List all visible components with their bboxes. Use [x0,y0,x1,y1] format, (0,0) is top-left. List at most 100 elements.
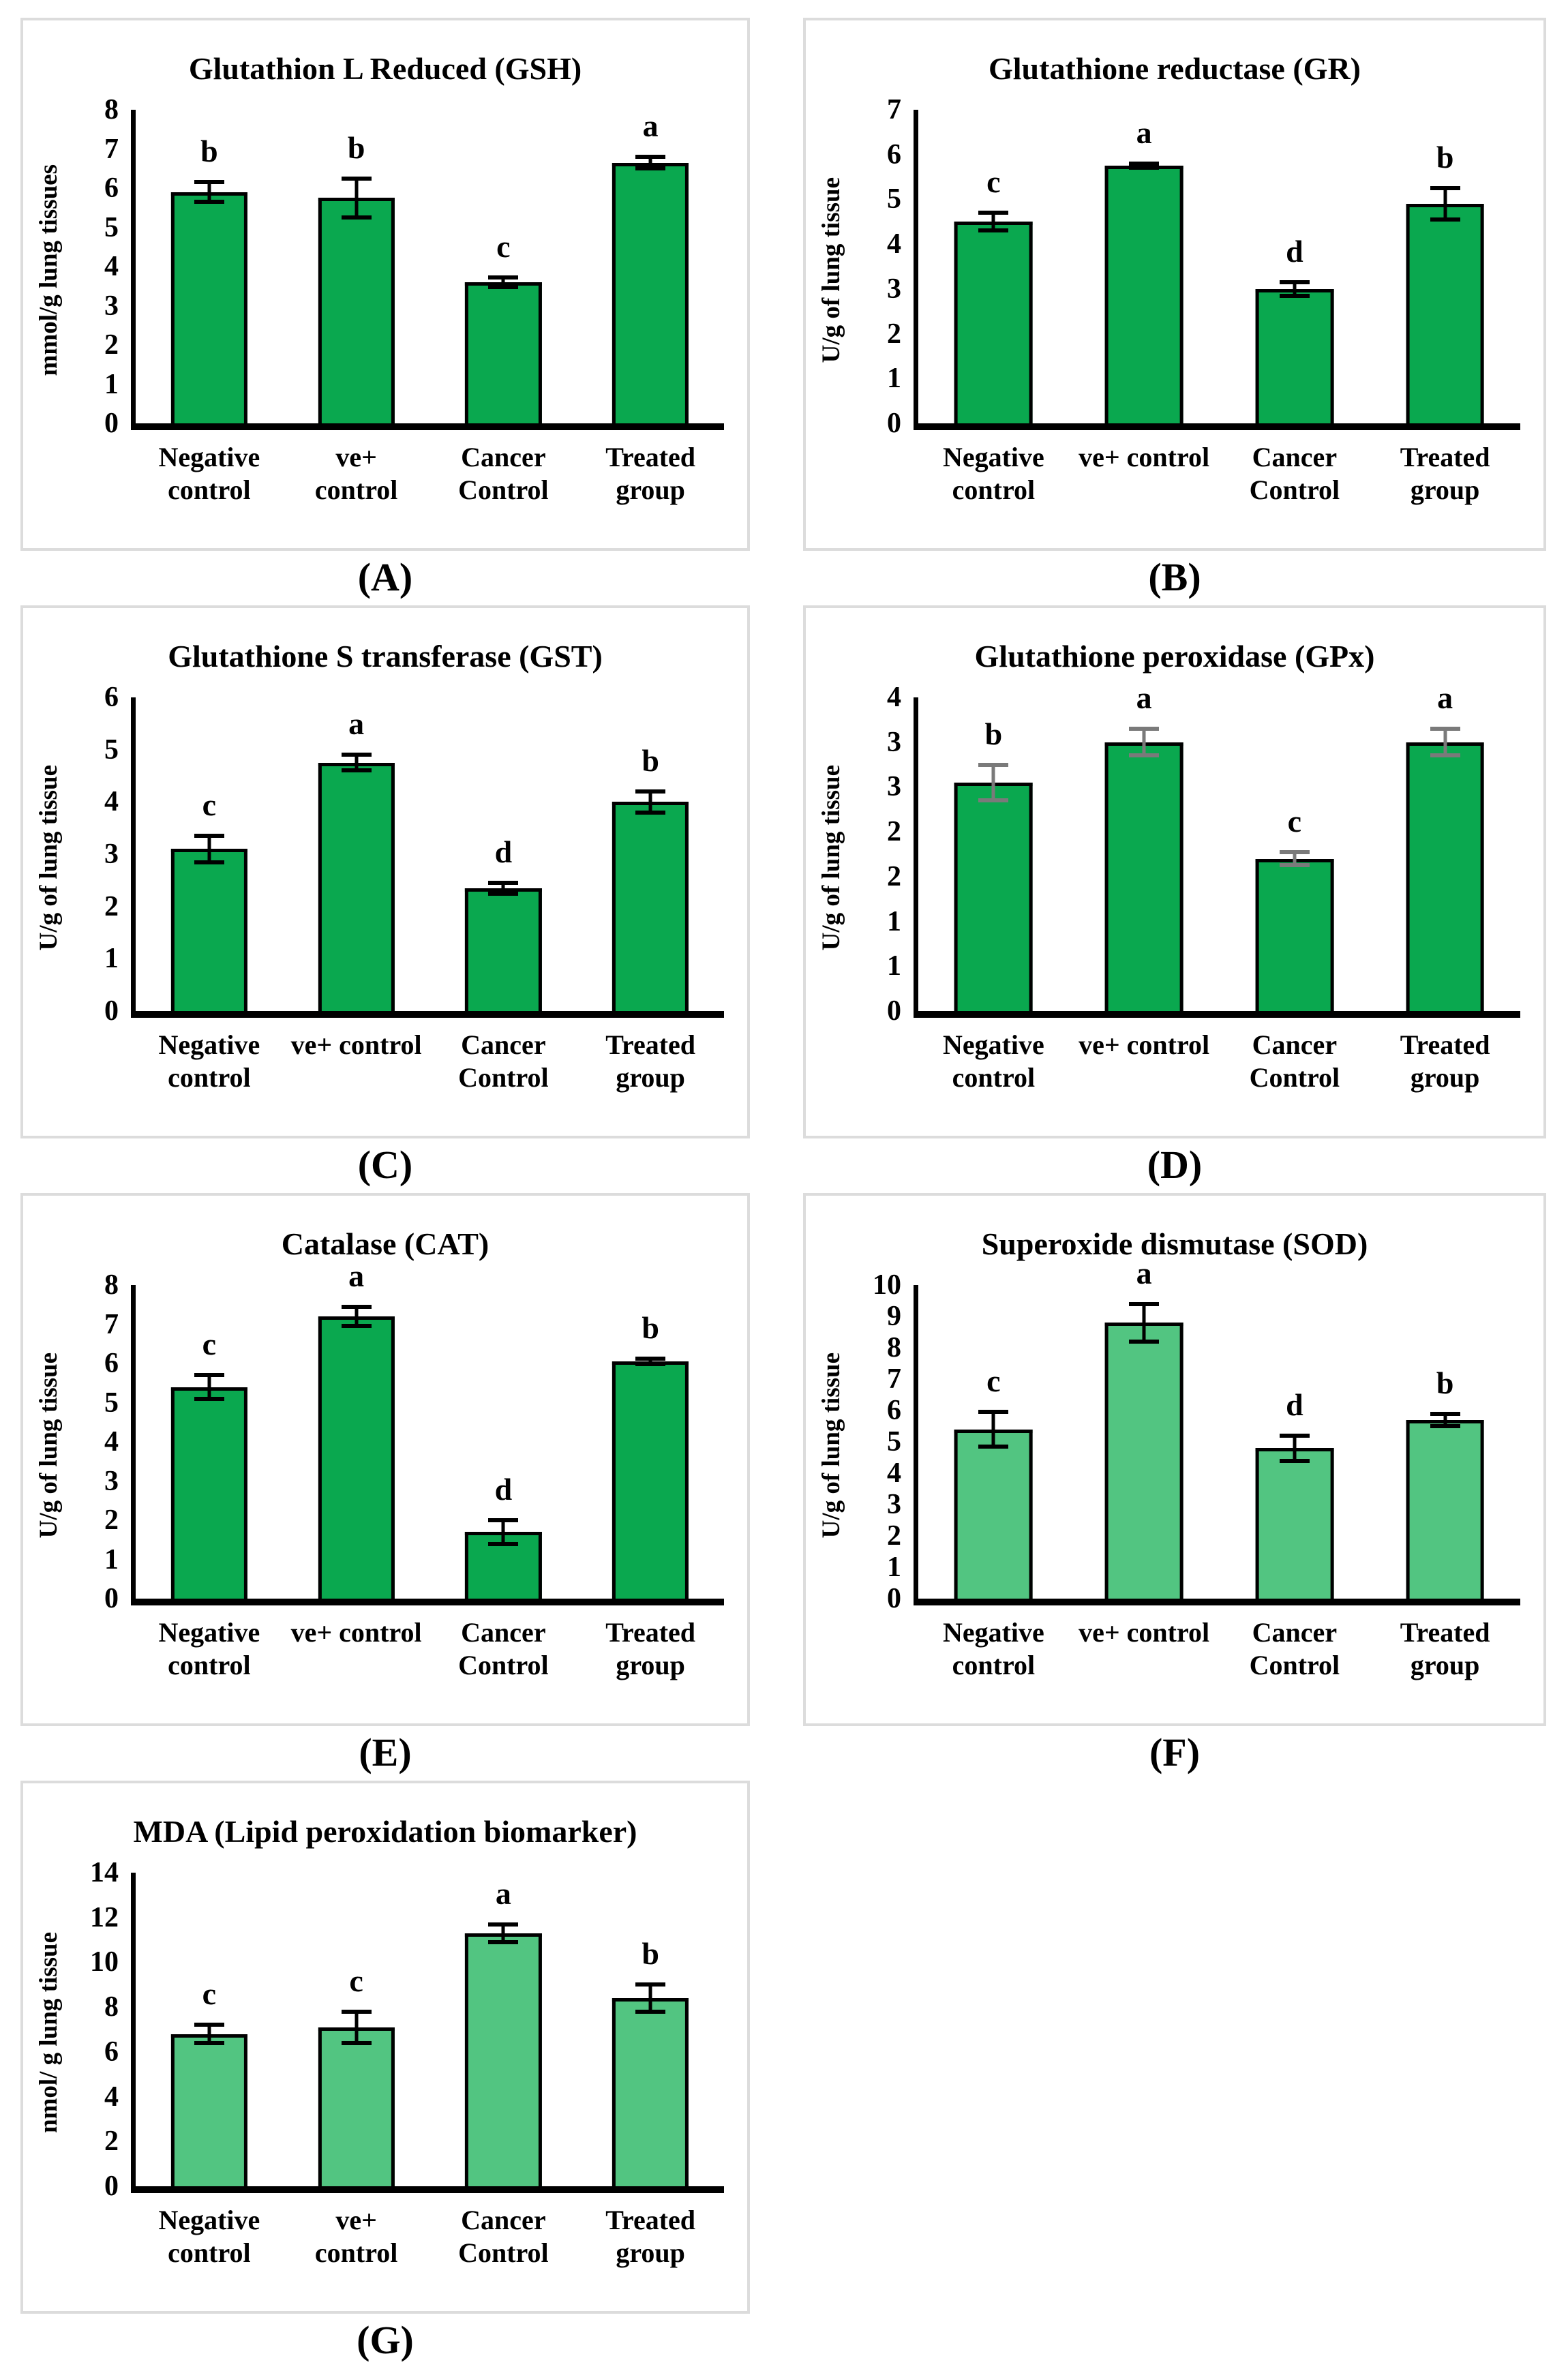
bar [318,2027,395,2186]
bar-slot: c [136,1285,283,1599]
y-axis-label-text: U/g of lung tissue [34,764,63,951]
bar-slot: c [1220,697,1370,1011]
y-tick-label: 0 [104,408,119,439]
error-bar [1142,729,1146,756]
x-axis-labels: Negative control ve+ control Cancer Contro… [136,1029,724,1094]
significance-letter: b [347,130,365,165]
error-bar [207,836,211,862]
y-tick-label: 1 [104,943,119,975]
error-bar [355,178,359,218]
bar [954,1429,1033,1599]
chart-panel-mda: MDA (Lipid peroxidation biomarker) nmol/ … [20,1781,750,2314]
error-bar [1443,1413,1447,1426]
x-tick-label: Treated group [1400,442,1490,505]
bar-slot: c [430,110,577,423]
chart-title: Glutathione peroxidase (GPx) [974,639,1375,674]
error-bar-cap-bottom [488,1541,519,1546]
error-bar-cap-bottom [1430,753,1460,758]
plot-area: c a d b [131,697,724,1018]
significance-letter: c [986,1363,1001,1399]
bar [170,1387,247,1599]
x-tick-label: Negative control [942,1029,1044,1093]
error-bar-cap-top [341,1304,372,1309]
y-tick-label: 1 [887,905,901,937]
plot-area: c a d b [914,110,1520,430]
bar [1255,1448,1334,1599]
error-bar [207,182,211,202]
error-bar-cap-top [341,176,372,181]
significance-letter: c [349,1963,363,1998]
plot-area: b b c a [131,110,724,430]
y-tick-label: 0 [887,408,901,439]
y-tick-label: 3 [104,1465,119,1497]
error-bar-cap-bottom [1430,217,1460,222]
y-tick-label: 4 [104,251,119,282]
error-bar-cap-top [194,180,224,185]
y-tick-label: 3 [104,839,119,870]
panel-label-b: (B) [1148,554,1201,599]
y-tick-label: 0 [887,995,901,1027]
bar [318,1316,395,1599]
bar-slot: c [136,1873,283,2186]
x-axis-labels: Negative control ve+ control Cancer Contro… [918,441,1520,507]
bar [1104,742,1183,1011]
bar-slot: a [1069,682,1220,1011]
x-tick-label: Negative control [942,442,1044,505]
significance-letter: d [1286,234,1303,269]
error-bar-cap-top [635,1357,666,1361]
error-bar-cap-bottom [194,2040,224,2045]
error-bar [501,277,505,287]
chart-title: Glutathione reductase (GR) [988,51,1361,86]
bar-slot: a [1069,110,1220,423]
bar-slot: b [136,110,283,423]
bar-slot: d [430,697,577,1011]
chart-body: nmol/ g lung tissue 14 12 10 8 6 4 2 0 c c a b [23,1858,747,2201]
y-tick-label: 10 [873,1269,901,1301]
error-bar-cap-bottom [1430,1424,1460,1428]
error-bar [1293,282,1297,296]
y-axis-label: U/g of lung tissue [23,1285,74,1605]
x-tick-label: Cancer Control [1249,1029,1340,1093]
y-tick-label: 2 [104,890,119,922]
y-axis-ticks: 8 7 6 5 4 3 2 1 0 [74,95,131,438]
error-bar-cap-top [978,1410,1009,1415]
significance-letter: d [1286,1387,1303,1422]
chart-body: U/g of lung tissue 4 3 3 2 2 1 1 0 b a c a [806,682,1543,1025]
plot-area: b a c a [914,682,1520,1018]
significance-letter: a [348,706,365,742]
figure-cell-g: MDA (Lipid peroxidation biomarker) nmol/ … [20,1781,750,2366]
error-bar [501,1520,505,1544]
x-tick-label: ve+ control [1079,1029,1210,1060]
bar [1255,288,1334,423]
y-tick-label: 7 [887,1363,901,1395]
error-bar-cap-top [635,789,666,794]
plot-area: c a d b [131,1260,724,1605]
bar-slot: a [283,697,430,1011]
chart-title: Glutathione S transferase (GST) [168,639,603,674]
y-tick-label: 4 [887,228,901,260]
significance-letter: a [1437,680,1453,715]
error-bar-cap-bottom [1129,1339,1160,1344]
bar-slot: d [1220,110,1370,423]
error-bar [991,764,995,801]
error-bar-cap-top [194,2023,224,2027]
x-tick-label: Negative control [158,2205,260,2268]
y-tick-label: 5 [887,1426,901,1458]
bar [465,282,542,423]
y-axis-label: U/g of lung tissue [806,1285,856,1605]
significance-letter: b [642,1936,659,1972]
y-tick-label: 2 [104,329,119,361]
x-tick-label: Treated group [1400,1617,1490,1680]
error-bar-cap-top [1430,727,1460,731]
error-bar [648,1359,652,1365]
y-tick-label: 0 [104,995,119,1027]
y-tick-label: 8 [887,1332,901,1363]
significance-letter: a [1136,680,1152,715]
significance-letter: c [202,787,217,823]
y-tick-label: 7 [104,1308,119,1340]
y-tick-label: 3 [887,726,901,758]
error-bar-cap-bottom [1279,862,1310,867]
significance-letter: b [1436,140,1454,175]
bar [318,762,395,1011]
y-axis-label-text: nmol/ g lung tissue [34,1932,63,2134]
